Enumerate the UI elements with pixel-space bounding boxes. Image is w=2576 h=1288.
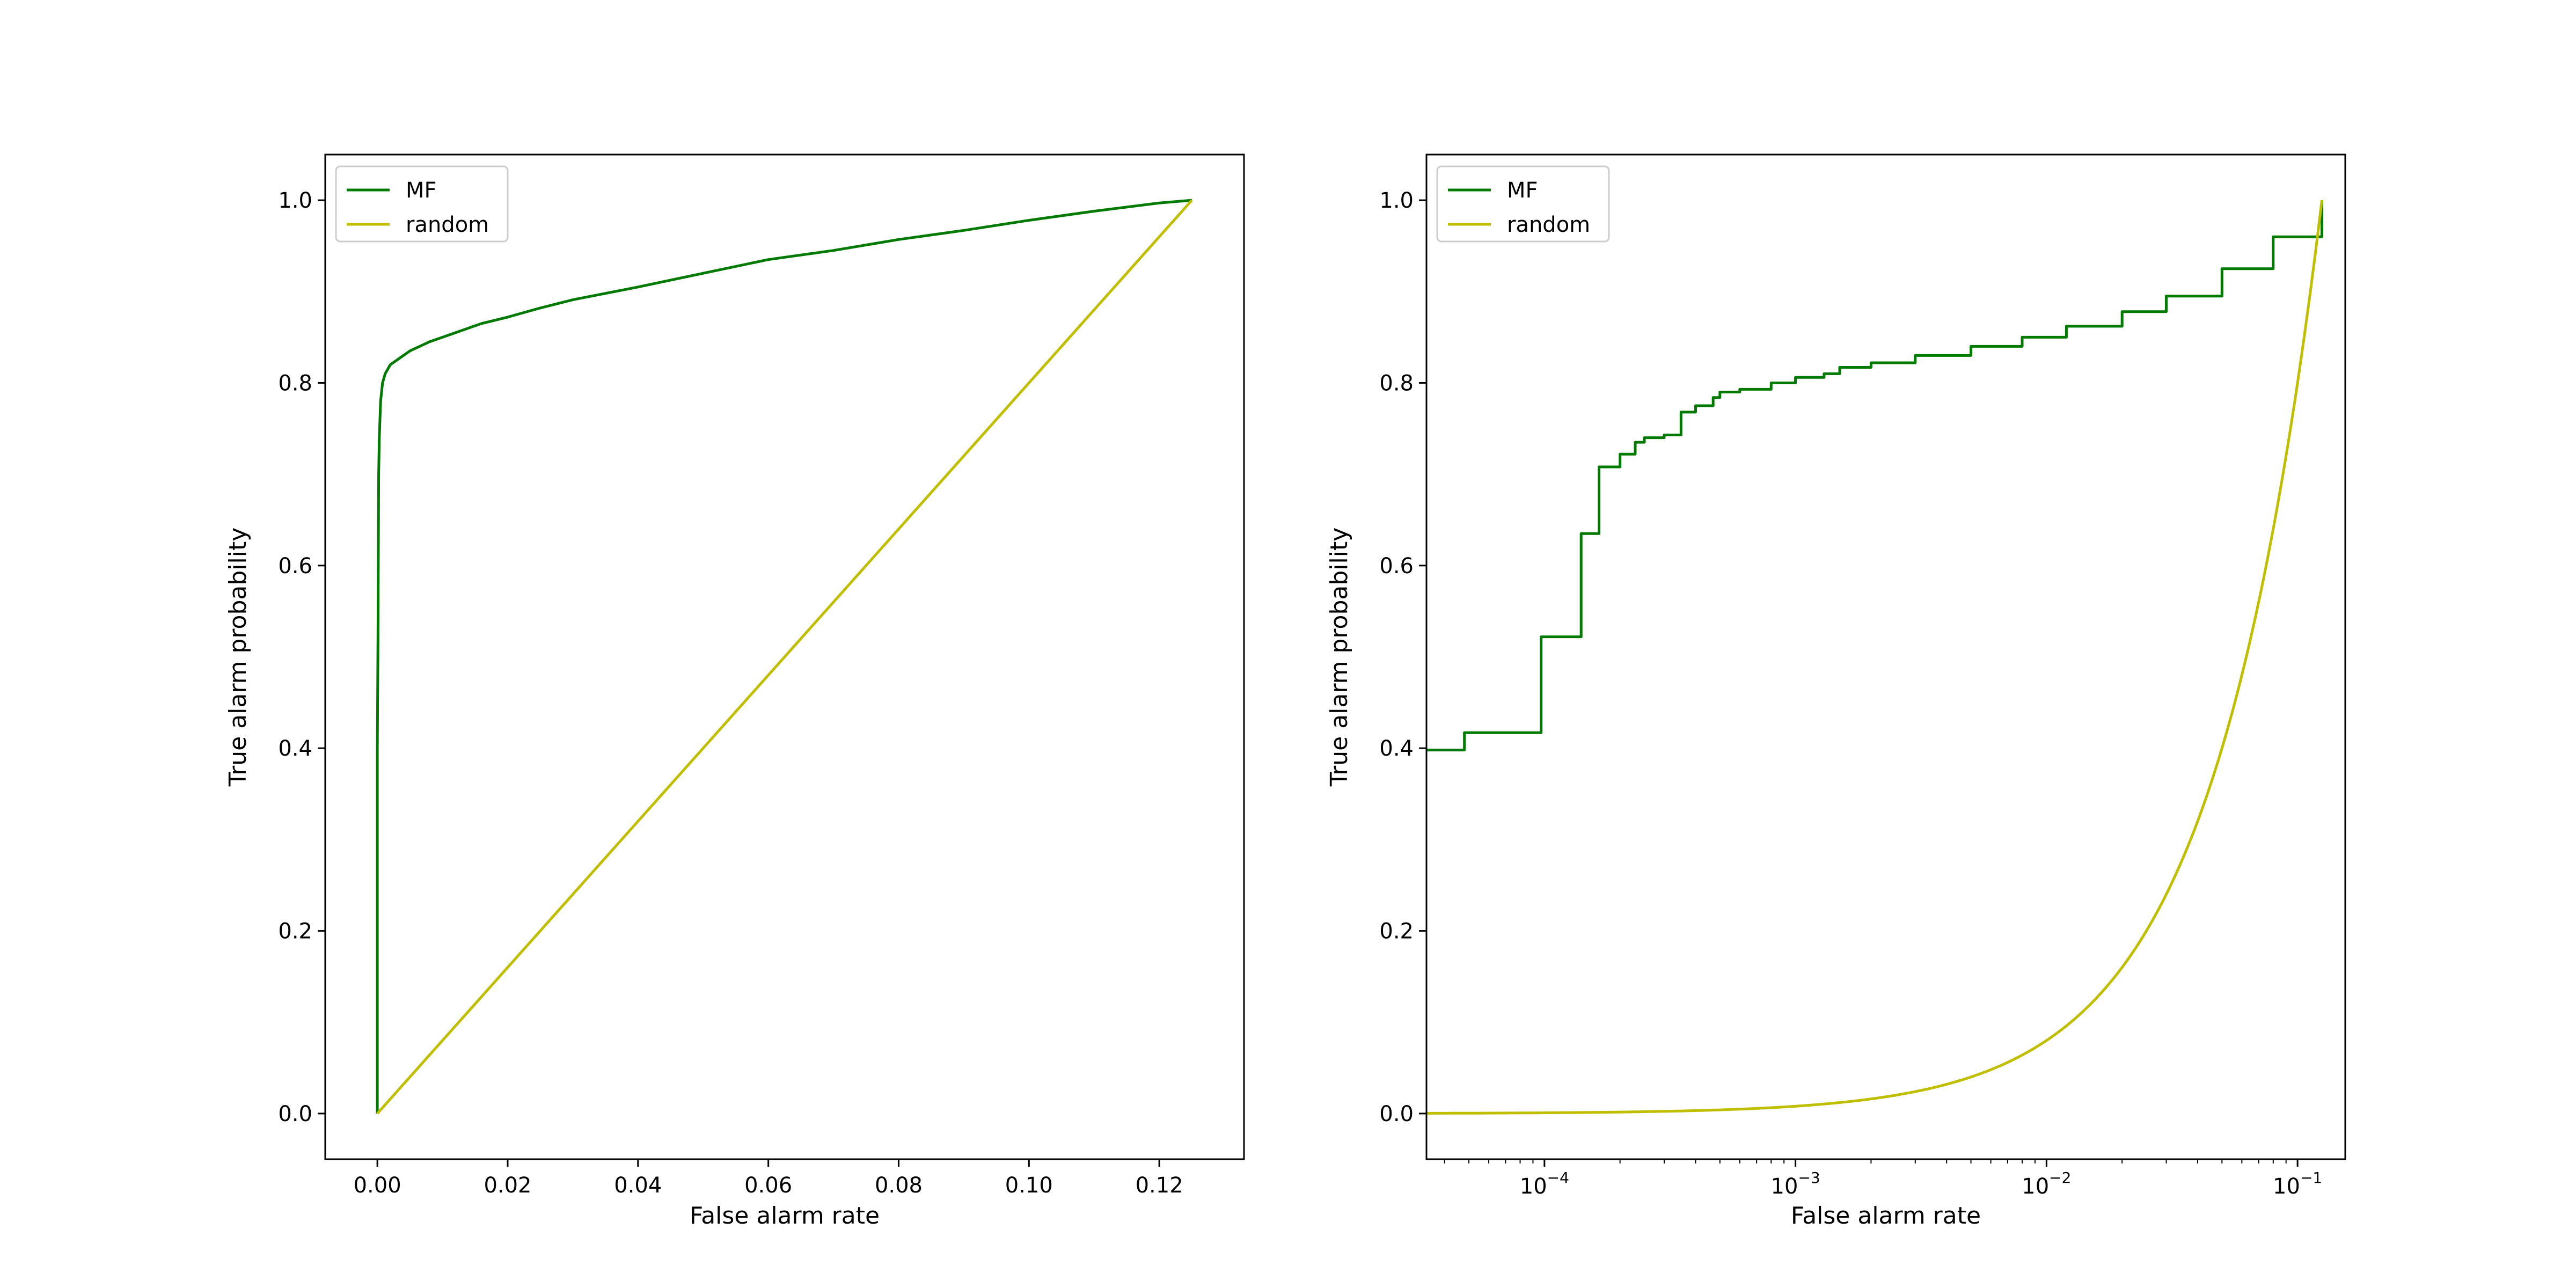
linear-legend: MF random xyxy=(335,165,509,243)
x-tick-label: 0.06 xyxy=(744,1173,792,1198)
legend-label-random: random xyxy=(406,213,489,237)
y-tick-label: 0.4 xyxy=(278,736,312,761)
x-tick-label: 10−4 xyxy=(1520,1169,1569,1199)
legend-box xyxy=(335,165,509,243)
x-tick-label: 10−1 xyxy=(2273,1169,2322,1199)
log-legend: MF random xyxy=(1436,165,1610,243)
legend-label-random: random xyxy=(1507,213,1590,237)
y-tick-label: 1.0 xyxy=(278,188,312,213)
log-roc-panel: 0.0 0.2 0.4 0.6 0.8 1.0 10−4 10−3 10−2 10−1 False … xyxy=(1326,153,2346,1230)
log-plot-area: 0.0 0.2 0.4 0.6 0.8 1.0 10−4 10−3 10−2 10−1 False … xyxy=(1326,153,2346,1230)
linear-roc-panel: 0.0 0.2 0.4 0.6 0.8 1.0 0.00 0.02 0.04 0.06 0.08 0.… xyxy=(224,153,1245,1230)
x-tick-label: 0.04 xyxy=(614,1173,662,1198)
y-tick-label: 0.4 xyxy=(1379,736,1414,761)
legend-label-mf: MF xyxy=(1507,178,1538,203)
x-tick-label: 0.08 xyxy=(875,1173,923,1198)
x-tick-label: 0.00 xyxy=(354,1173,401,1198)
legend-label-mf: MF xyxy=(406,178,437,203)
plot-frame xyxy=(324,153,1245,1160)
x-axis-label: False alarm rate xyxy=(690,1202,880,1230)
y-axis-label: True alarm probability xyxy=(224,528,252,787)
y-tick-label: 0.0 xyxy=(1379,1102,1414,1126)
y-tick-label: 0.2 xyxy=(1379,919,1414,944)
y-tick-label: 0.0 xyxy=(278,1102,312,1126)
y-tick-label: 0.2 xyxy=(278,919,312,944)
linear-plot-area: 0.0 0.2 0.4 0.6 0.8 1.0 0.00 0.02 0.04 0.06 0.08 0.… xyxy=(224,153,1245,1230)
x-tick-label: 0.10 xyxy=(1005,1173,1053,1198)
x-tick-label: 0.12 xyxy=(1136,1173,1183,1198)
y-tick-label: 0.6 xyxy=(1379,554,1414,579)
y-tick-label: 0.8 xyxy=(278,371,312,396)
series-line-random xyxy=(376,199,1193,1115)
y-tick-label: 0.6 xyxy=(278,554,312,579)
x-tick-label: 10−3 xyxy=(1771,1169,1820,1199)
x-axis-label: False alarm rate xyxy=(1791,1202,1981,1230)
plot-frame xyxy=(1425,153,2346,1160)
legend-box xyxy=(1436,165,1610,243)
series-line-mf xyxy=(1426,200,2323,752)
x-tick-label: 10−2 xyxy=(2022,1169,2071,1199)
x-tick-label: 0.02 xyxy=(484,1173,531,1198)
y-axis-label: True alarm probability xyxy=(1326,528,1353,787)
series-line-mf xyxy=(376,199,1192,1114)
y-tick-label: 1.0 xyxy=(1379,188,1414,213)
series-line-random xyxy=(1426,200,2323,1115)
y-tick-label: 0.8 xyxy=(1379,371,1414,396)
